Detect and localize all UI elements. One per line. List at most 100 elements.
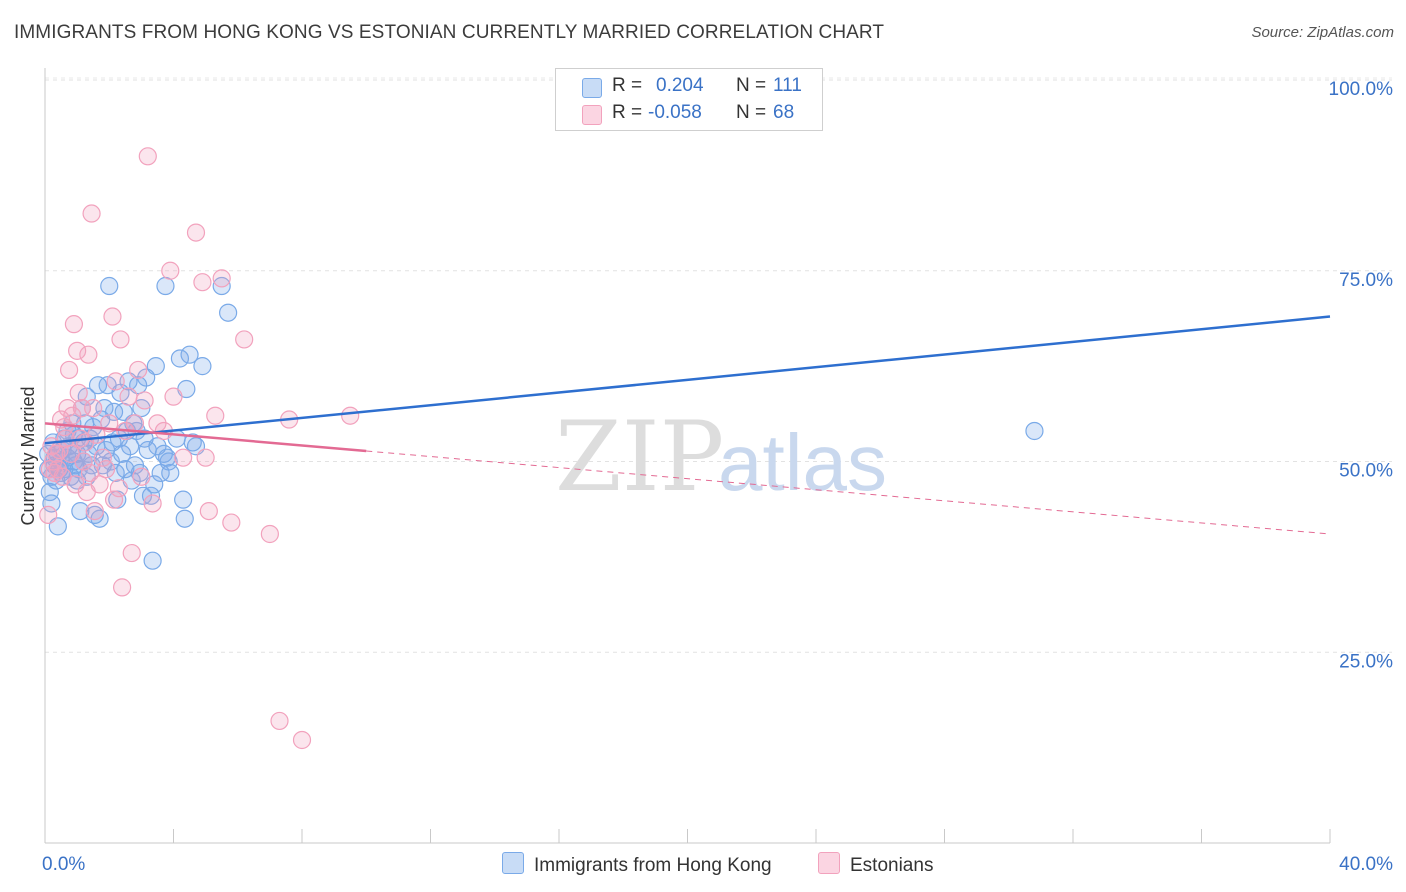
trend-layer: [44, 315, 1331, 535]
watermark-zip: ZIP: [555, 401, 724, 513]
hong-kong-point: [175, 509, 194, 528]
hong-kong-point: [156, 276, 175, 296]
estonian-point: [74, 452, 93, 471]
estonian-point: [222, 513, 241, 532]
watermark: ZIP atlas: [555, 401, 887, 513]
estonian-point: [63, 406, 82, 425]
hong-kong-trend-line: [44, 315, 1331, 445]
legend-swatch-pink: [582, 105, 602, 125]
hong-kong-point: [212, 276, 231, 296]
hong-kong-point: [159, 452, 178, 471]
estonian-point: [111, 330, 130, 349]
hong-kong-point: [100, 276, 119, 296]
estonian-point: [93, 448, 112, 467]
estonian-point: [122, 543, 141, 563]
y-tick-label: 75.0%: [1339, 270, 1393, 291]
estonian-point: [103, 307, 122, 326]
estonian-point: [96, 460, 116, 479]
x-tick-label: 0.0%: [42, 854, 85, 875]
watermark-atlas: atlas: [718, 418, 887, 507]
estonian-point: [39, 505, 58, 525]
estonian-point: [59, 360, 79, 380]
label-layer: 100.0% 75.0% 50.0% 25.0% 0.0% 40.0% Currently …: [18, 79, 1393, 875]
estonian-point: [138, 147, 157, 166]
estonian-point: [112, 578, 132, 597]
y-tick-label: 50.0%: [1339, 461, 1393, 482]
legend-r-value: 0.204: [656, 75, 704, 96]
estonian-point: [68, 341, 87, 360]
hong-kong-point: [40, 482, 59, 502]
estonian-trend-extension: [366, 450, 1331, 535]
estonian-point: [164, 387, 183, 406]
estonian-point: [193, 273, 212, 292]
axis-layer: [44, 68, 1331, 844]
bottom-legend-estonians: Estonians: [818, 852, 933, 877]
estonian-point: [161, 261, 180, 280]
estonian-point: [143, 494, 162, 513]
estonian-point: [292, 730, 312, 750]
hong-kong-point: [141, 486, 161, 505]
legend-n-value: 111: [773, 75, 802, 96]
bottom-legend-label: Immigrants from Hong Kong: [534, 855, 772, 876]
grid-layer: [45, 77, 1392, 653]
legend-row-hong-kong: R = 0.204 N = 111: [556, 74, 822, 100]
estonian-point: [82, 204, 101, 223]
estonian-point: [270, 711, 289, 731]
estonian-trend-line: [44, 422, 367, 453]
estonian-point: [84, 398, 103, 418]
bottom-legend-swatch-pink: [818, 852, 840, 874]
estonian-point: [119, 387, 138, 406]
hong-kong-point: [193, 357, 212, 376]
y-tick-label: 25.0%: [1339, 651, 1393, 672]
bottom-legend-swatch-blue: [502, 852, 524, 874]
x-tick-label: 40.0%: [1339, 854, 1393, 875]
hong-kong-point: [104, 402, 124, 422]
hong-kong-point: [71, 501, 90, 521]
hong-kong-point: [174, 490, 193, 509]
y-axis-label: Currently Married: [18, 386, 38, 525]
estonian-point: [90, 475, 109, 494]
hong-kong-point: [146, 357, 165, 376]
hong-kong-point: [180, 345, 199, 364]
estonian-point: [235, 330, 254, 349]
estonian-point: [132, 467, 151, 486]
hong-kong-point: [161, 463, 180, 483]
hong-kong-point: [170, 349, 190, 368]
legend-swatch-blue: [582, 78, 602, 98]
legend-n-label: N =: [736, 102, 767, 123]
estonian-point: [341, 406, 360, 425]
legend-n-value: 68: [773, 102, 795, 123]
hong-kong-point: [42, 494, 61, 513]
estonian-point: [104, 490, 124, 509]
hong-kong-point: [219, 303, 238, 322]
estonian-point: [125, 414, 145, 433]
y-tick-label: 100.0%: [1329, 79, 1394, 100]
estonian-point: [109, 479, 128, 498]
estonian-point: [212, 269, 231, 288]
legend-row-estonians: R = -0.058 N = 68: [556, 101, 822, 127]
legend-r-label: R =: [612, 75, 643, 96]
estonian-point: [135, 391, 154, 410]
bottom-legend-label: Estonians: [850, 855, 934, 876]
legend-n-label: N =: [736, 75, 767, 96]
estonian-point: [260, 524, 279, 544]
estonian-point: [64, 315, 84, 334]
estonian-point: [79, 345, 98, 364]
hong-kong-point: [88, 376, 108, 395]
estonian-point: [129, 360, 148, 380]
bottom-legend-hong-kong: Immigrants from Hong Kong: [502, 852, 772, 877]
hong-kong-point: [116, 460, 135, 479]
hong-kong-point: [106, 463, 125, 483]
estonian-point: [85, 501, 104, 521]
estonian-point: [196, 448, 215, 467]
estonian-point: [174, 448, 193, 467]
estonian-point: [199, 501, 218, 521]
points-layer: [39, 147, 1044, 750]
hong-kong-point: [1025, 421, 1044, 441]
legend-r-label: R =: [612, 102, 643, 123]
source-label: Source: ZipAtlas.com: [1251, 24, 1394, 41]
estonian-point: [186, 223, 206, 242]
correlation-legend: R = 0.204 N = 111 R = -0.058 N = 68: [555, 68, 823, 131]
estonian-point: [69, 383, 88, 402]
